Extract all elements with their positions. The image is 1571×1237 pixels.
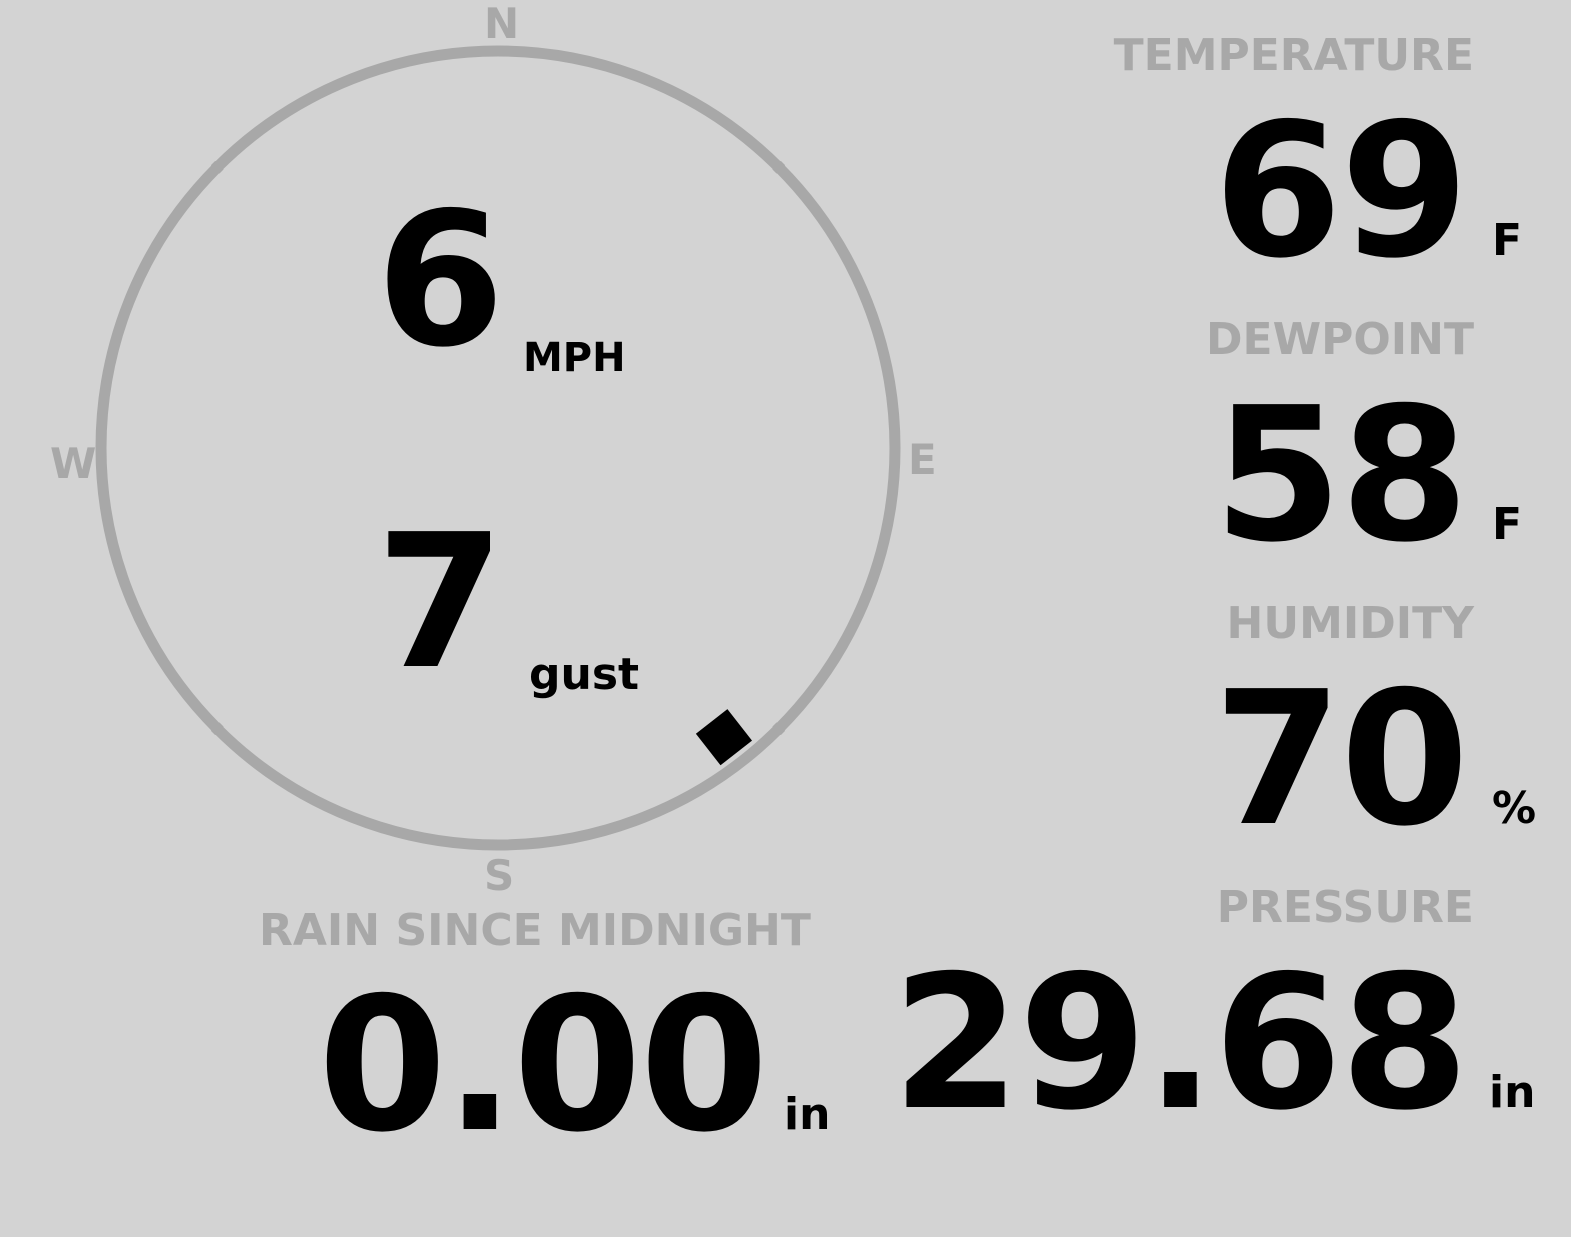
wind-gust-label: gust [529, 649, 640, 700]
dewpoint-value: 58 [1213, 367, 1469, 583]
wind-speed-unit: MPH [523, 335, 626, 381]
dewpoint-label: DEWPOINT [1206, 314, 1474, 365]
temperature-unit: F [1492, 215, 1523, 266]
wind-compass [95, 45, 901, 851]
humidity-label: HUMIDITY [1226, 598, 1474, 649]
dewpoint-unit: F [1492, 499, 1523, 550]
pressure-unit: in [1489, 1067, 1536, 1118]
wind-gust-value: 7 [376, 494, 505, 710]
rain-label: RAIN SINCE MIDNIGHT [259, 905, 811, 956]
humidity-unit: % [1492, 783, 1537, 834]
wind-direction-marker [695, 709, 753, 766]
temperature-value: 69 [1213, 83, 1469, 299]
humidity-value: 70 [1213, 651, 1469, 867]
compass-south: S [484, 851, 515, 900]
compass-tick [210, 722, 224, 736]
temperature-label: TEMPERATURE [1113, 30, 1474, 81]
compass-west: W [50, 439, 97, 488]
compass-tick [772, 722, 786, 736]
compass-ring [95, 45, 901, 851]
compass-north: N [484, 0, 520, 48]
compass-tick [772, 160, 786, 174]
pressure-value: 29.68 [891, 935, 1469, 1151]
compass-east: E [908, 435, 937, 484]
wind-speed-value: 6 [376, 172, 505, 388]
rain-value: 0.00 [318, 957, 768, 1173]
rain-unit: in [784, 1089, 831, 1140]
compass-tick [210, 160, 224, 174]
pressure-label: PRESSURE [1216, 882, 1474, 933]
